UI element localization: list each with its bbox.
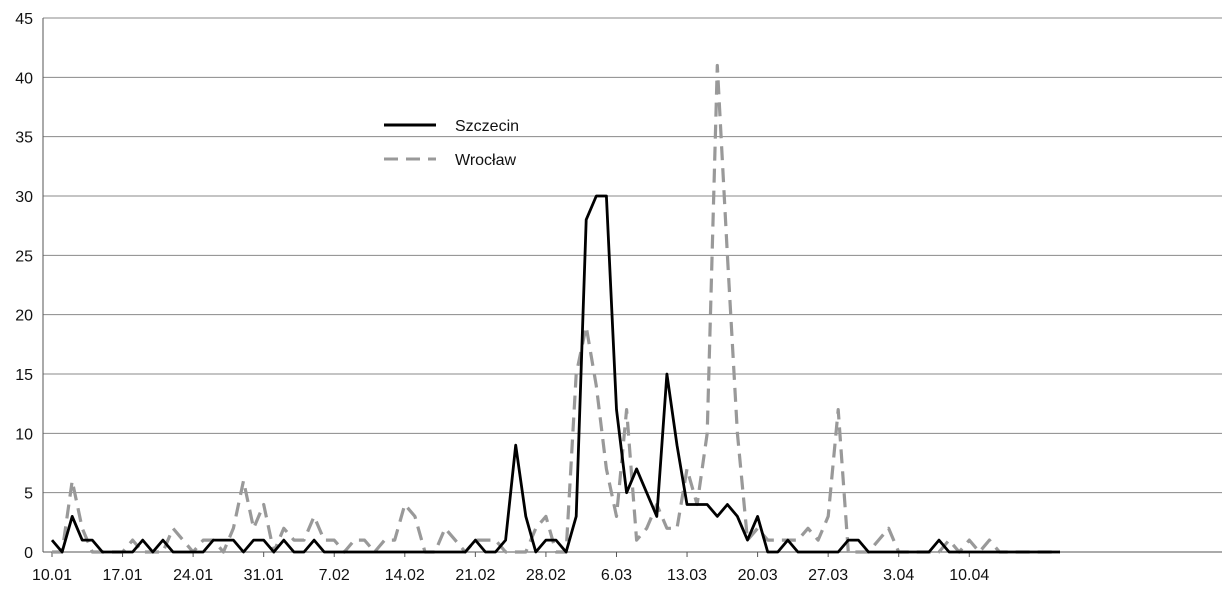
series-line-szczecin [50, 194, 1060, 554]
y-axis-tick-labels: 0 5 10 15 20 25 30 35 40 45 [15, 11, 33, 562]
x-tick-label: 20.03 [738, 567, 778, 584]
x-tick-label: 3.04 [883, 567, 914, 584]
x-tick-label: 27.03 [808, 567, 848, 584]
legend-label-wroclaw: Wrocław [455, 152, 516, 169]
x-tick-label: 28.02 [526, 567, 566, 584]
series-lines [50, 63, 1060, 554]
x-tick-label: 21.02 [455, 567, 495, 584]
x-axis-tick-labels: 10.01 17.01 24.01 31.01 7.02 14.02 21.02 28.02 6… [32, 552, 989, 584]
y-tick-label: 30 [15, 189, 33, 206]
y-tick-label: 20 [15, 308, 33, 325]
x-tick-label: 13.03 [667, 567, 707, 584]
y-tick-label: 40 [15, 70, 33, 87]
legend-label-szczecin: Szczecin [455, 118, 519, 135]
x-tick-label: 24.01 [173, 567, 213, 584]
x-tick-label: 6.03 [601, 567, 632, 584]
x-tick-label: 17.01 [103, 567, 143, 584]
y-tick-label: 45 [15, 11, 33, 28]
legend: Szczecin Wrocław [384, 118, 519, 169]
y-tick-label: 15 [15, 367, 33, 384]
x-tick-label: 14.02 [385, 567, 425, 584]
gridlines [43, 17, 1222, 494]
y-tick-label: 25 [15, 248, 33, 265]
y-tick-label: 10 [15, 426, 33, 443]
y-tick-label: 5 [24, 486, 33, 503]
x-tick-label: 10.04 [949, 567, 989, 584]
x-tick-label: 7.02 [319, 567, 350, 584]
x-tick-label: 10.01 [32, 567, 72, 584]
y-tick-label: 0 [24, 545, 33, 562]
y-tick-label: 35 [15, 130, 33, 147]
x-tick-label: 31.01 [244, 567, 284, 584]
series-line-wroclaw [52, 63, 1060, 554]
